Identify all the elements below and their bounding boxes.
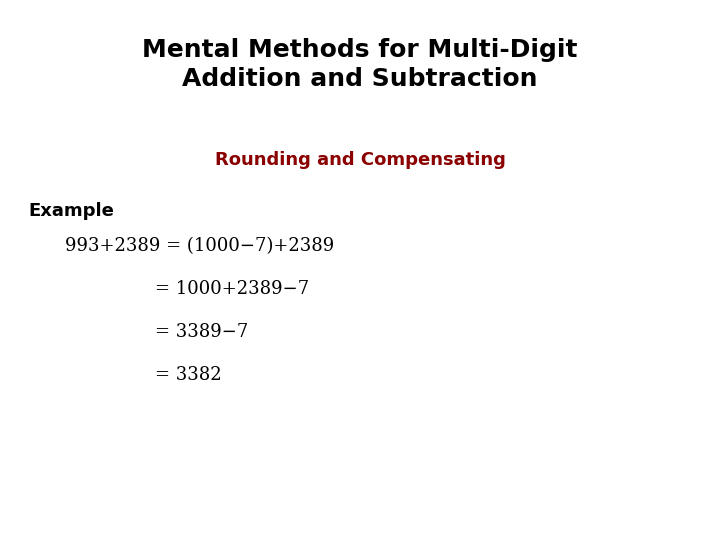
Text: = 1000+2389−7: = 1000+2389−7 — [155, 280, 309, 298]
Text: Mental Methods for Multi-Digit
Addition and Subtraction: Mental Methods for Multi-Digit Addition … — [143, 38, 577, 91]
Text: Rounding and Compensating: Rounding and Compensating — [215, 151, 505, 169]
Text: Example: Example — [29, 202, 114, 220]
Text: 993+2389 = (1000−7)+2389: 993+2389 = (1000−7)+2389 — [65, 237, 334, 255]
Text: = 3389−7: = 3389−7 — [155, 323, 248, 341]
Text: = 3382: = 3382 — [155, 366, 222, 384]
